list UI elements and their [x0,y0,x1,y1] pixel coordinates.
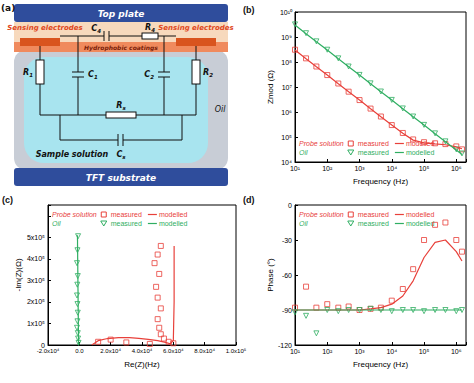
svg-text:Probe solution: Probe solution [299,211,344,218]
svg-text:2x10⁵: 2x10⁵ [27,298,45,305]
svg-text:(a): (a) [1,3,15,13]
svg-text:Hydrophobic coatings: Hydrophobic coatings [84,44,158,52]
svg-text:Rs: Rs [116,101,126,111]
svg-text:Zmod (Ω): Zmod (Ω) [266,70,275,104]
svg-text:R4: R4 [145,23,155,33]
svg-text:-30: -30 [282,237,292,244]
svg-text:Oil: Oil [52,220,61,227]
svg-text:measured: measured [358,140,389,147]
svg-text:0: 0 [288,202,292,209]
svg-text:Sensing electrodes: Sensing electrodes [158,24,233,32]
svg-text:Re(Z)(Hz): Re(Z)(Hz) [124,360,160,369]
svg-text:10⁷: 10⁷ [282,84,293,91]
svg-text:measured: measured [111,220,142,227]
svg-text:modelled: modelled [406,211,435,218]
svg-text:Oil: Oil [215,105,227,114]
svg-text:5x10⁵: 5x10⁵ [27,234,45,241]
svg-text:10⁴: 10⁴ [386,348,397,355]
svg-text:-Im(Z)(Ω): -Im(Z)(Ω) [14,258,23,291]
svg-text:(c): (c) [2,195,13,205]
svg-text:C1: C1 [88,70,98,80]
svg-text:-120: -120 [278,341,292,349]
svg-text:10³: 10³ [354,348,365,355]
svg-text:TFT substrate: TFT substrate [86,173,156,183]
svg-text:6.0x10⁴: 6.0x10⁴ [163,348,184,354]
svg-text:(d): (d) [243,195,255,205]
svg-text:10⁶: 10⁶ [451,348,462,355]
svg-text:10⁵: 10⁵ [281,134,292,141]
svg-text:10²: 10² [322,165,333,172]
svg-text:-60: -60 [282,272,292,279]
svg-text:1x10⁵: 1x10⁵ [27,320,45,327]
svg-text:R2: R2 [203,68,213,78]
svg-text:10³: 10³ [354,165,365,172]
svg-text:Probe solution: Probe solution [52,211,97,218]
svg-text:Frequency (Hz): Frequency (Hz) [353,177,408,186]
svg-text:Sensing electrodes: Sensing electrodes [7,24,82,32]
svg-text:10⁸: 10⁸ [281,59,292,66]
svg-text:modelled: modelled [406,220,435,227]
svg-text:modelled: modelled [406,149,435,156]
svg-text:3x10⁵: 3x10⁵ [27,277,45,284]
svg-text:Probe solution: Probe solution [299,140,344,147]
svg-text:4x10⁵: 4x10⁵ [27,255,45,262]
svg-text:measured: measured [358,149,389,156]
svg-text:8.0x10⁴: 8.0x10⁴ [194,348,215,354]
svg-text:10¹⁰: 10¹⁰ [280,9,293,16]
svg-text:Frequency (Hz): Frequency (Hz) [353,360,408,369]
svg-text:measured: measured [358,220,389,227]
svg-text:10⁹: 10⁹ [281,34,292,41]
svg-text:-2.0x10⁴: -2.0x10⁴ [37,348,60,354]
svg-text:10⁶: 10⁶ [281,109,292,116]
svg-text:10⁵: 10⁵ [419,165,430,172]
svg-text:10⁴: 10⁴ [386,165,397,172]
svg-text:1.0x10⁵: 1.0x10⁵ [226,348,247,354]
svg-text:10⁶: 10⁶ [451,165,462,172]
svg-text:4.0x10⁴: 4.0x10⁴ [132,348,153,354]
svg-text:C4: C4 [91,24,101,34]
svg-text:Cs: Cs [116,150,126,160]
svg-text:modelled: modelled [405,140,435,147]
svg-text:Oil: Oil [299,220,308,227]
svg-text:measured: measured [111,211,142,218]
svg-text:Phase (°): Phase (°) [266,258,275,292]
svg-text:-90: -90 [282,307,292,314]
svg-text:Sample solution: Sample solution [36,150,109,159]
svg-text:10⁴: 10⁴ [281,158,292,166]
svg-text:Oil: Oil [299,149,308,156]
svg-text:R1: R1 [23,68,33,78]
svg-text:10⁵: 10⁵ [419,348,430,355]
svg-text:C2: C2 [144,70,154,80]
svg-text:measured: measured [358,211,389,218]
svg-text:10²: 10² [322,348,333,355]
svg-text:0: 0 [41,341,45,349]
svg-text:modelled: modelled [159,211,188,218]
svg-text:10¹: 10¹ [290,348,301,355]
svg-text:modelled: modelled [159,220,188,227]
svg-text:10¹: 10¹ [290,165,301,172]
svg-text:0.0: 0.0 [75,348,84,354]
svg-text:(b): (b) [243,5,255,15]
svg-text:Top plate: Top plate [98,9,145,19]
svg-text:2.0x10⁴: 2.0x10⁴ [100,348,121,354]
